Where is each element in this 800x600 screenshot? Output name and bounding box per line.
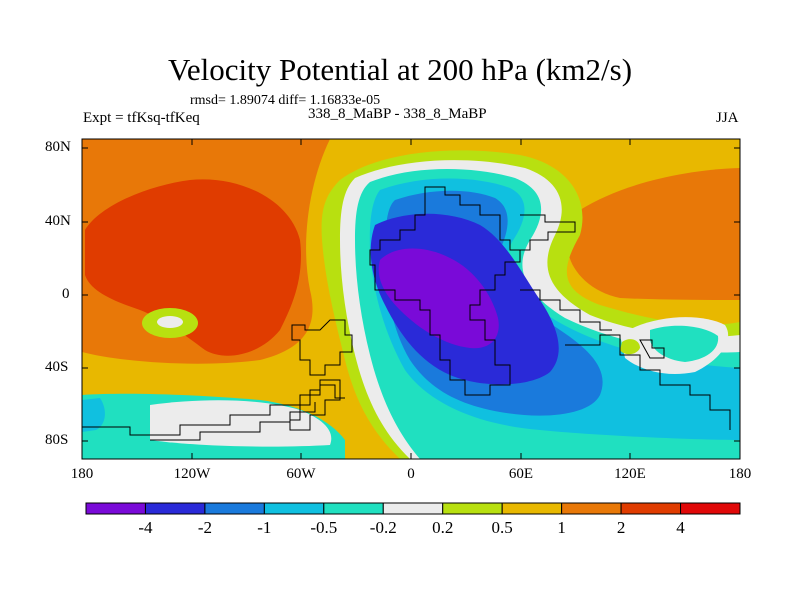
plot-title: Velocity Potential at 200 hPa (km2/s) bbox=[167, 52, 633, 87]
lon-label-60e: 60E bbox=[508, 466, 534, 482]
colorbar-box-6 bbox=[442, 502, 503, 515]
colorbar-label-6: 0.5 bbox=[491, 518, 513, 537]
coastline-asia-east bbox=[520, 214, 576, 251]
coastline-africa-eurasia bbox=[369, 186, 521, 396]
lon-label-60w: 60W bbox=[286, 466, 316, 482]
stats-text: rmsd= 1.89074 diff= 1.16833e-05 bbox=[190, 93, 381, 108]
colorbar bbox=[85, 502, 741, 515]
colorbar-box-7 bbox=[501, 502, 563, 515]
colorbar-label-4: -0.2 bbox=[369, 518, 397, 537]
contour-orange-east bbox=[567, 168, 740, 300]
season-label: JJA bbox=[716, 110, 739, 126]
contour-green-se-spot bbox=[620, 339, 640, 355]
coastline-antarctica-2 bbox=[150, 402, 316, 441]
colorbar-label-3: -0.5 bbox=[310, 518, 338, 537]
coastline-australia bbox=[565, 334, 731, 430]
colorbar-label-7: 1 bbox=[557, 518, 566, 537]
colorbar-box-9 bbox=[620, 502, 682, 515]
colorbar-label-5: 0.2 bbox=[432, 518, 454, 537]
colorbar-box-4 bbox=[323, 502, 384, 515]
lon-label-0: 0 bbox=[407, 466, 415, 482]
lat-label-80n: 80N bbox=[45, 139, 71, 155]
colorbar-box-3 bbox=[263, 502, 325, 515]
contour-red-west bbox=[85, 179, 301, 356]
contour-purple-core bbox=[378, 248, 499, 349]
coastlines bbox=[82, 186, 731, 441]
colorbar-label-8: 2 bbox=[616, 518, 626, 537]
colorbar-box-5 bbox=[382, 502, 444, 515]
coastline-americas bbox=[291, 319, 353, 376]
case-label: 338_8_MaBP - 338_8_MaBP bbox=[308, 106, 487, 122]
contour-teal-se bbox=[650, 325, 719, 362]
contour-white-spot bbox=[157, 316, 183, 328]
colorbar-box-2 bbox=[204, 502, 265, 515]
colorbar-box-1 bbox=[144, 502, 206, 515]
lat-label-40s: 40S bbox=[45, 359, 69, 375]
colorbar-label-0: -4 bbox=[138, 518, 153, 537]
coastline-indonesia bbox=[520, 289, 612, 331]
contour-cyan-sw bbox=[82, 398, 105, 432]
colorbar-label-9: 4 bbox=[676, 518, 685, 537]
colorbar-label-2: -1 bbox=[257, 518, 272, 537]
lon-label-180e: 180 bbox=[728, 466, 752, 482]
lat-label-40n: 40N bbox=[45, 213, 71, 229]
lat-label-80s: 80S bbox=[45, 432, 69, 448]
colorbar-box-0 bbox=[85, 502, 146, 515]
contour-white-sw bbox=[150, 400, 332, 447]
lat-label-0: 0 bbox=[62, 286, 70, 302]
experiment-label: Expt = tfKsq-tfKeq bbox=[83, 110, 200, 126]
contour-fill-field bbox=[82, 139, 740, 459]
lon-label-120w: 120W bbox=[173, 466, 211, 482]
lon-label-180w: 180 bbox=[70, 466, 94, 482]
coastline-antarctica bbox=[82, 384, 345, 436]
colorbar-box-10 bbox=[680, 502, 741, 515]
colorbar-box-8 bbox=[561, 502, 622, 515]
colorbar-label-1: -2 bbox=[197, 518, 212, 537]
coastline-nz bbox=[639, 339, 665, 359]
lon-label-120e: 120E bbox=[614, 466, 646, 482]
axis-ticks bbox=[81, 139, 741, 459]
